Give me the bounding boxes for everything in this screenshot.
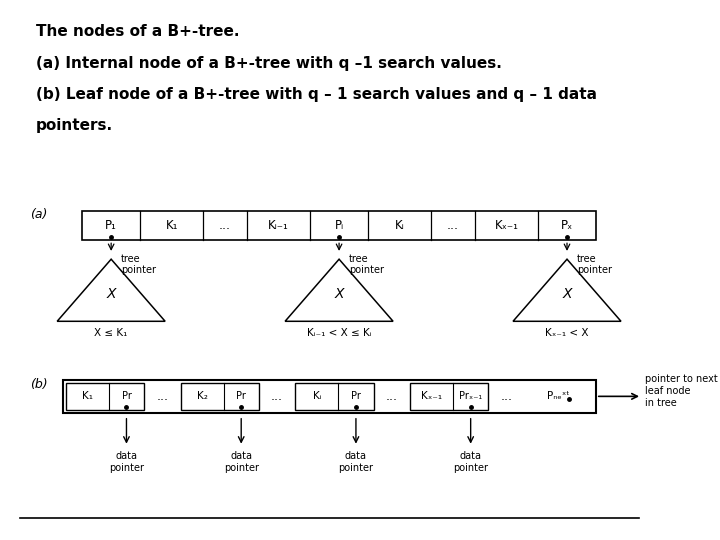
Text: Pr: Pr (122, 392, 132, 401)
Text: pointers.: pointers. (36, 118, 113, 133)
Text: ...: ... (156, 390, 168, 403)
Text: data
pointer: data pointer (338, 451, 374, 473)
Text: Kₓ₋₁: Kₓ₋₁ (495, 219, 518, 232)
Text: X ≤ K₁: X ≤ K₁ (94, 328, 128, 338)
Text: (b): (b) (30, 378, 48, 391)
Text: Pr: Pr (351, 392, 361, 401)
Text: ...: ... (219, 219, 231, 232)
Text: ...: ... (386, 390, 397, 403)
Text: data
pointer: data pointer (453, 451, 488, 473)
Text: Kᵢ₋₁: Kᵢ₋₁ (268, 219, 289, 232)
Bar (66, 383, 144, 410)
Text: Kₓ₋₁ < X: Kₓ₋₁ < X (545, 328, 589, 338)
Text: X: X (107, 287, 116, 301)
Text: K₂: K₂ (197, 392, 207, 401)
Text: P₁: P₁ (105, 219, 117, 232)
Text: Pₙₑˣᵗ: Pₙₑˣᵗ (547, 392, 570, 401)
Text: The nodes of a B+-tree.: The nodes of a B+-tree. (36, 24, 240, 39)
Bar (63, 380, 596, 413)
Text: (a): (a) (30, 208, 47, 221)
Text: pointer to next
leaf node
in tree: pointer to next leaf node in tree (645, 374, 718, 408)
Bar (410, 383, 488, 410)
Text: tree
pointer: tree pointer (577, 254, 612, 275)
Text: tree
pointer: tree pointer (349, 254, 384, 275)
Text: Prₓ₋₁: Prₓ₋₁ (459, 392, 482, 401)
Text: K₁: K₁ (166, 219, 178, 232)
Text: tree
pointer: tree pointer (121, 254, 156, 275)
Text: Kᵢ: Kᵢ (395, 219, 405, 232)
Bar (82, 211, 596, 240)
Text: data
pointer: data pointer (109, 451, 144, 473)
Text: Kₓ₋₁: Kₓ₋₁ (421, 392, 442, 401)
Text: X: X (562, 287, 572, 301)
Text: K₁: K₁ (82, 392, 93, 401)
Text: Kᵢ: Kᵢ (312, 392, 321, 401)
Text: (b) Leaf node of a B+-tree with q – 1 search values and q – 1 data: (b) Leaf node of a B+-tree with q – 1 se… (36, 87, 597, 102)
Text: (a) Internal node of a B+-tree with q –1 search values.: (a) Internal node of a B+-tree with q –1… (36, 56, 502, 71)
Text: Kᵢ₋₁ < X ≤ Kᵢ: Kᵢ₋₁ < X ≤ Kᵢ (307, 328, 372, 338)
Bar (181, 383, 258, 410)
Text: X: X (334, 287, 344, 301)
Text: data
pointer: data pointer (224, 451, 258, 473)
Text: Pᵢ: Pᵢ (335, 219, 343, 232)
Bar (295, 383, 374, 410)
Text: Pr: Pr (236, 392, 246, 401)
Text: Pₓ: Pₓ (561, 219, 573, 232)
Text: ...: ... (447, 219, 459, 232)
Text: ...: ... (271, 390, 283, 403)
Text: ...: ... (500, 390, 513, 403)
